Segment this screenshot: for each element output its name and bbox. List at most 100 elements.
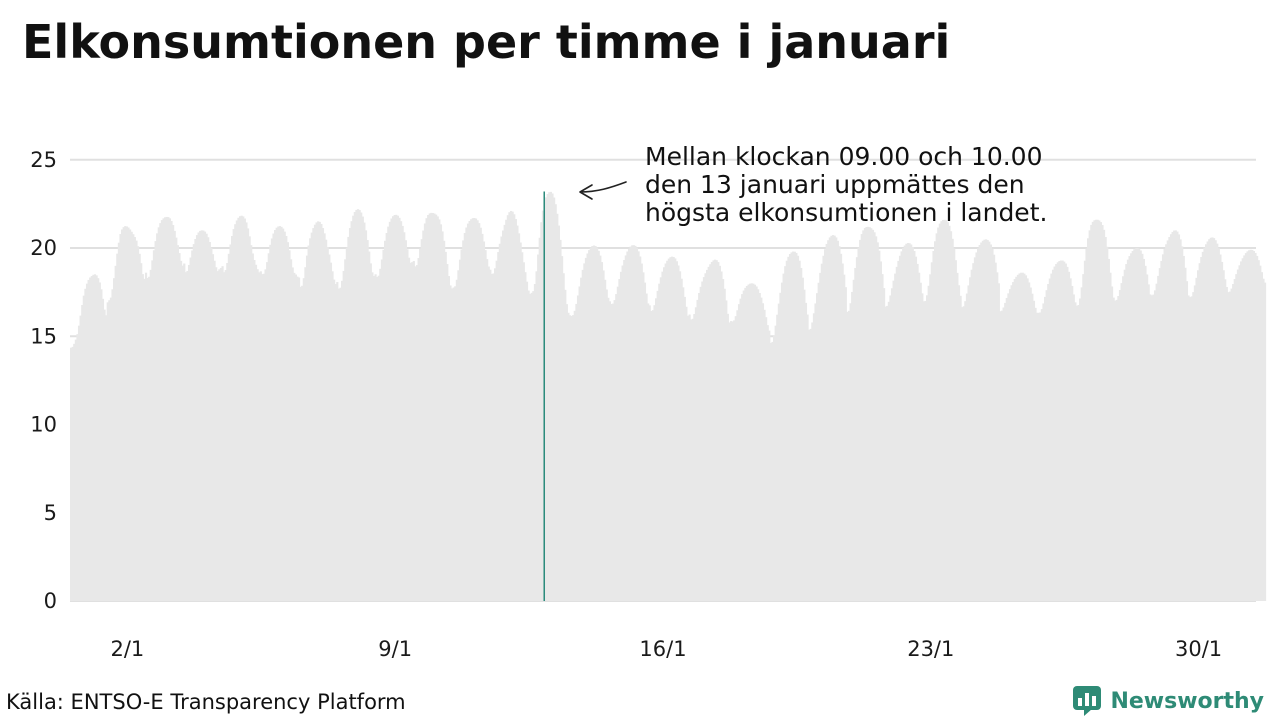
hour-bar bbox=[729, 321, 733, 601]
hour-bar bbox=[712, 260, 715, 601]
hour-bar bbox=[297, 277, 301, 601]
hour-bar bbox=[525, 281, 529, 601]
hour-bar bbox=[1232, 284, 1235, 601]
hour-bar bbox=[243, 218, 246, 601]
hour-bar bbox=[875, 236, 878, 601]
hour-bar bbox=[384, 240, 387, 601]
hour-bar bbox=[121, 229, 124, 601]
hour-bar bbox=[423, 223, 427, 601]
hour-bar bbox=[739, 298, 742, 601]
hour-bar bbox=[1072, 294, 1075, 601]
hour-bar bbox=[154, 241, 157, 601]
hour-bar bbox=[847, 310, 851, 601]
hour-bar bbox=[356, 209, 360, 602]
hour-bar bbox=[203, 231, 207, 601]
hour-bar bbox=[1157, 275, 1160, 601]
hour-bar bbox=[589, 247, 592, 601]
hour-bar bbox=[621, 265, 624, 601]
hour-bar bbox=[1166, 240, 1169, 601]
hour-bar bbox=[521, 252, 524, 602]
hour-bar bbox=[728, 322, 731, 601]
hour-bar bbox=[1088, 230, 1091, 601]
hour-bar bbox=[446, 264, 449, 601]
hour-bar bbox=[545, 197, 548, 601]
hour-bar bbox=[619, 271, 623, 601]
hour-bar bbox=[726, 313, 729, 601]
hour-bar bbox=[792, 251, 795, 601]
hour-bar bbox=[1109, 272, 1112, 601]
hour-bar bbox=[130, 231, 133, 601]
hour-bar bbox=[1112, 297, 1115, 601]
hour-bar bbox=[406, 249, 409, 602]
hour-bar bbox=[1206, 241, 1209, 601]
hour-bar bbox=[744, 287, 747, 601]
hour-bar bbox=[670, 256, 674, 601]
hour-bar bbox=[1122, 276, 1125, 601]
hour-bar bbox=[943, 219, 946, 601]
hour-bar bbox=[910, 244, 913, 601]
hour-bar bbox=[420, 239, 423, 601]
hour-bar bbox=[422, 230, 425, 601]
hour-bar bbox=[596, 247, 599, 601]
hour-bar bbox=[549, 191, 553, 601]
hour-bar bbox=[793, 251, 796, 601]
hour-bar bbox=[1079, 298, 1082, 601]
hour-bar bbox=[1047, 284, 1050, 601]
hour-bar bbox=[403, 232, 406, 602]
hour-bar bbox=[200, 230, 203, 601]
hour-bar bbox=[1187, 295, 1190, 601]
hour-bar bbox=[811, 322, 814, 601]
hour-bar bbox=[380, 259, 384, 601]
hour-bar bbox=[1051, 269, 1055, 601]
hour-bar bbox=[329, 262, 333, 601]
hour-bar bbox=[289, 259, 293, 601]
hour-bar bbox=[661, 271, 664, 601]
chart-title: Elkonsumtionen per timme i januari bbox=[22, 15, 951, 69]
hour-bar bbox=[645, 293, 648, 601]
hour-bar bbox=[1158, 268, 1161, 601]
hour-bar bbox=[444, 251, 447, 601]
hour-bar bbox=[1053, 266, 1056, 601]
hour-bar bbox=[181, 265, 184, 601]
hour-bar bbox=[610, 303, 613, 601]
brand-logo[interactable]: Newsworthy bbox=[1072, 684, 1264, 718]
hour-bar bbox=[433, 213, 436, 601]
hour-bar bbox=[570, 315, 573, 601]
hour-bar bbox=[731, 321, 734, 601]
hour-bar bbox=[404, 240, 407, 602]
hour-bar bbox=[871, 229, 875, 601]
hour-bar bbox=[741, 294, 744, 601]
hour-bar bbox=[725, 300, 728, 601]
hour-bar bbox=[970, 269, 973, 601]
hour-bar bbox=[325, 239, 328, 601]
hour-bar bbox=[482, 241, 486, 601]
hour-bar bbox=[1107, 258, 1110, 601]
hour-bar bbox=[1029, 287, 1032, 601]
hour-bar bbox=[879, 261, 882, 601]
hour-bar bbox=[535, 271, 538, 601]
hour-bar bbox=[176, 245, 179, 601]
hour-bar bbox=[635, 247, 639, 601]
annotation-line: högsta elkonsumtionen i landet. bbox=[645, 198, 1047, 227]
hour-bar bbox=[1120, 283, 1123, 601]
hour-bar bbox=[768, 330, 771, 601]
hour-bar bbox=[1209, 237, 1212, 601]
y-axis-ticks: 0 5 10 15 20 25 bbox=[30, 148, 57, 613]
hour-bar bbox=[1036, 312, 1039, 601]
hour-bar bbox=[940, 221, 943, 602]
hour-bar bbox=[1259, 265, 1262, 601]
hour-bar bbox=[458, 259, 462, 601]
hour-bar bbox=[1126, 259, 1130, 601]
hour-bar bbox=[664, 263, 667, 601]
hour-bar bbox=[863, 228, 867, 601]
hour-bar bbox=[474, 218, 478, 601]
hour-bar bbox=[1240, 261, 1243, 601]
hour-bar bbox=[709, 264, 712, 601]
hour-bar bbox=[122, 227, 125, 602]
hour-bar bbox=[435, 214, 438, 601]
hour-bar bbox=[511, 211, 514, 601]
hour-bar bbox=[839, 253, 843, 601]
hour-bar bbox=[439, 224, 443, 601]
hour-bar bbox=[753, 284, 757, 601]
hour-bar bbox=[71, 346, 74, 601]
